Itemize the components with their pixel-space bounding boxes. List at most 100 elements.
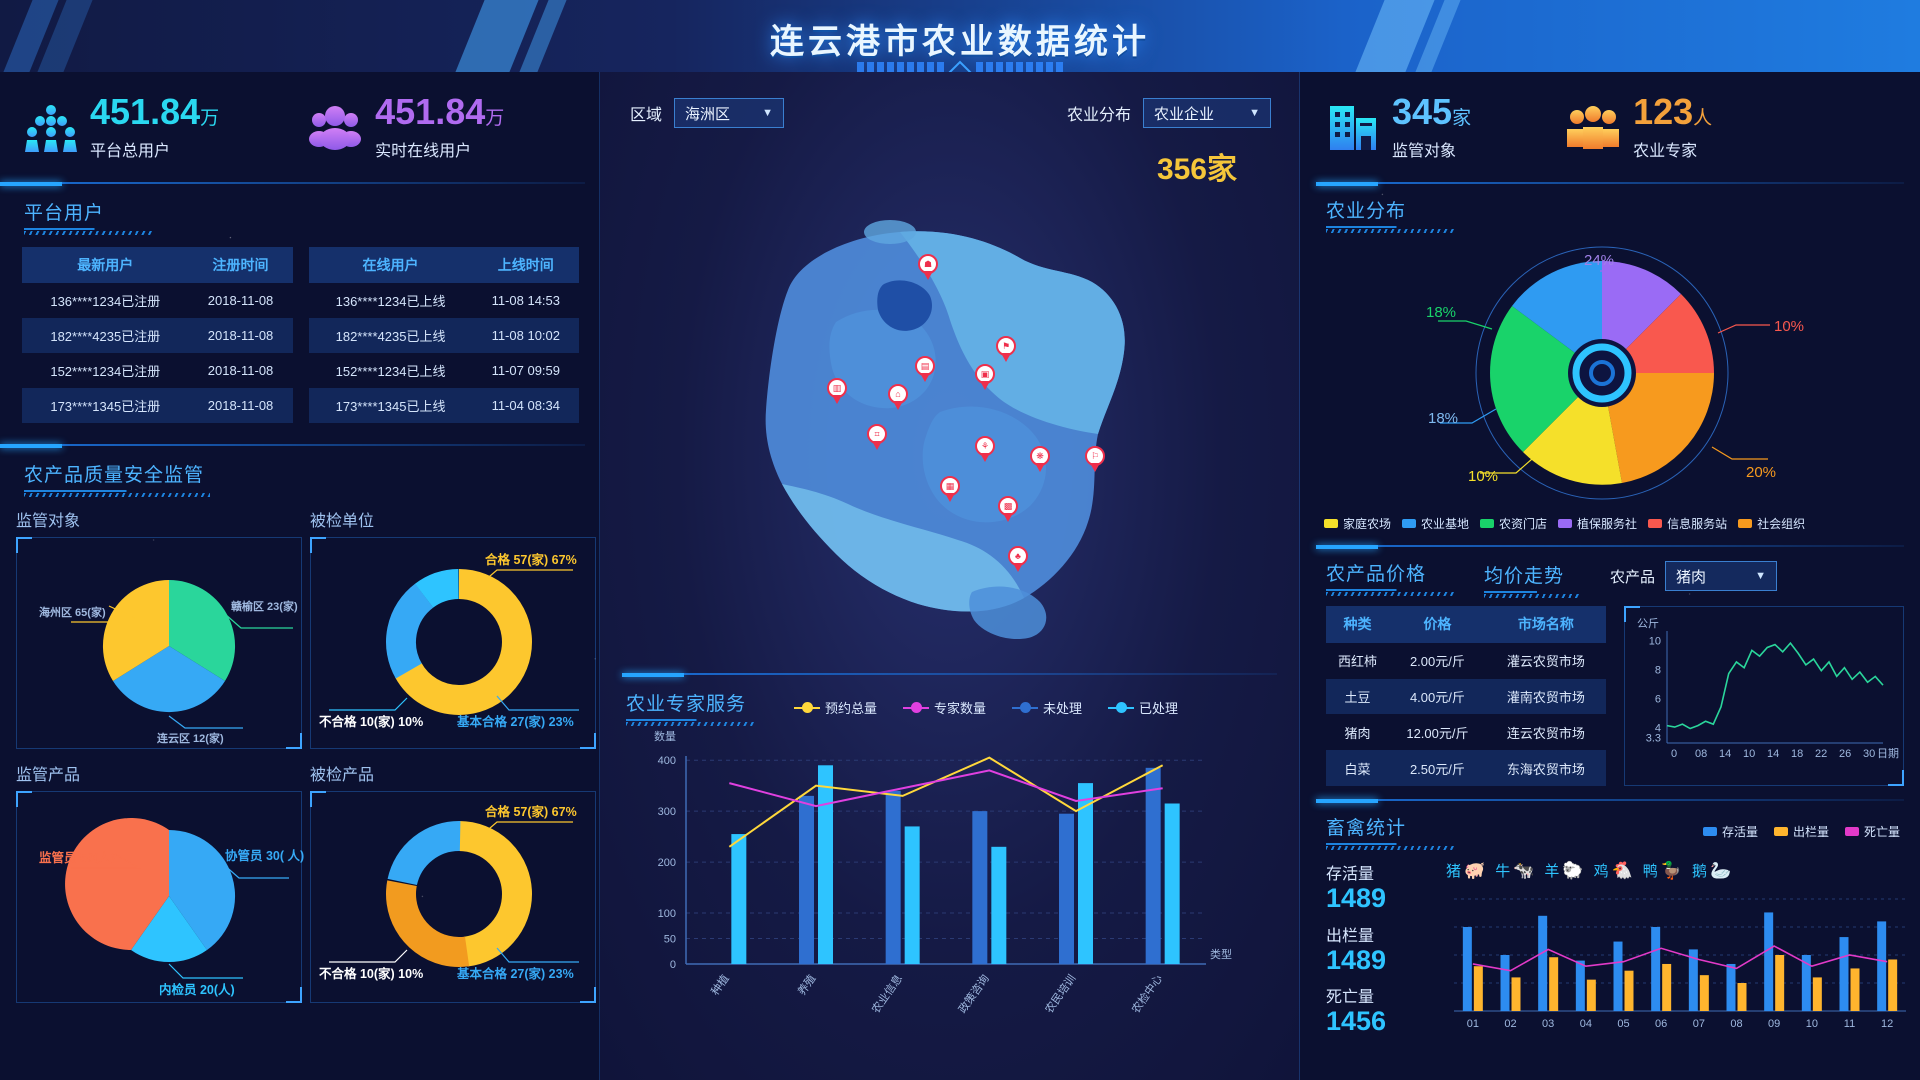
table-row: 136****1234已注册 2018-11-08 [22, 283, 293, 318]
kpi-value: 345家 [1392, 91, 1472, 132]
donut-label-1: 基本合格 27(家) 23% [456, 966, 574, 981]
map-pin-station[interactable]: ▩ [998, 496, 1018, 522]
svg-text:0: 0 [670, 959, 676, 971]
legend-item[interactable]: 已处理 [1108, 698, 1178, 717]
legend-swatch [1738, 519, 1753, 528]
sheep-icon: 🐑 [1562, 860, 1584, 880]
map-pin-factory[interactable]: ▤ [915, 356, 935, 382]
animal-item[interactable]: 鹅 🦢 [1692, 860, 1731, 881]
legend-item[interactable]: 植保服务社 [1558, 515, 1637, 532]
supervision-product-pie: 监管员 50(人) 协管员 30( 人) 内检员 20(人) [39, 818, 304, 997]
title-underline [1326, 226, 1454, 233]
price-table: 种类 价格 市场名称 西红柿 2.00元/斤 灌云农贸市场 土豆 4.00元/斤 灌南农贸市场猪… [1326, 606, 1606, 786]
pie-label-2: 内检员 20(人) [159, 982, 235, 997]
legend-item[interactable]: 预约总量 [794, 698, 877, 717]
distribution-label: 农业分布 [1066, 107, 1131, 124]
map-pin-base[interactable]: ▣ [975, 364, 995, 390]
legend-item[interactable]: 信息服务站 [1648, 515, 1727, 532]
legend-item[interactable]: 农业基地 [1402, 515, 1469, 532]
table-cell: 182****4235已注册 [22, 318, 189, 353]
chevron-down-icon: ▼ [1755, 570, 1767, 582]
svg-text:6: 6 [1655, 694, 1661, 706]
table-cell: 2018-11-08 [188, 318, 293, 353]
column-header: 价格 [1388, 606, 1486, 643]
animal-item[interactable]: 鸡 🐔 [1594, 860, 1633, 881]
legend-swatch [1558, 519, 1573, 528]
pie-label-2: 连云区 12(家) [157, 731, 224, 745]
map-pin-shop[interactable]: ⌗ [867, 424, 887, 450]
legend-item[interactable]: 家庭农场 [1324, 515, 1391, 532]
section-title-agri-dist: 农业分布 [1326, 201, 1407, 222]
map-pin-store[interactable]: ▥ [827, 378, 847, 404]
section-title-expert: 农业专家服务 [626, 694, 747, 715]
svg-text:8: 8 [1655, 665, 1661, 677]
map-pin-flag[interactable]: ⚑ [996, 336, 1016, 362]
legend-item[interactable]: 专家数量 [903, 698, 986, 717]
legend-label: 死亡量 [1863, 825, 1900, 839]
legend-label: 家庭农场 [1343, 517, 1392, 531]
pin-glyph: ⌗ [867, 424, 887, 444]
chevron-down-icon: ▼ [762, 107, 774, 119]
title-underline [626, 719, 754, 726]
chart-block-inspected-product: 被检产品 合格 57(家) 67% 基本合格 27(家) 23% 不合格 10(… [310, 761, 596, 1003]
svg-text:农业信息: 农业信息 [868, 972, 905, 1016]
pie-label-0: 监管员 50(人) [39, 850, 115, 865]
legend-item[interactable]: 存活量 [1702, 823, 1758, 840]
svg-text:30: 30 [1863, 748, 1875, 760]
pie-label-0: 海州区 65(家) [39, 605, 106, 619]
table-cell: 2018-11-08 [207, 363, 274, 378]
legend-swatch [1844, 827, 1859, 836]
building-icon [1330, 105, 1376, 150]
svg-text:06: 06 [1655, 1018, 1667, 1030]
price-trend-chart: 公斤 3.34 6 8 10 0 08 14 10 14 18 22 26 30 日期 [1637, 617, 1899, 760]
region-label: 区域 [630, 107, 663, 124]
kpi-supervised-objects: 345家 监管对象 [1328, 94, 1471, 161]
trend-product-select[interactable]: 猪肉 ▼ [1665, 561, 1778, 591]
table-cell: 连云农贸市场 [1506, 725, 1585, 741]
svg-text:01: 01 [1467, 1018, 1479, 1030]
stat-value: 1489 [1326, 883, 1387, 913]
column-header: 上线时间 [472, 247, 579, 283]
legend-item[interactable]: 社会组织 [1738, 515, 1805, 532]
legend-item[interactable]: 死亡量 [1844, 823, 1900, 840]
svg-text:农民培训: 农民培训 [1042, 972, 1079, 1016]
table-cell: 11-07 09:59 [491, 363, 560, 378]
svg-text:14: 14 [1719, 748, 1731, 760]
map-pin-farm[interactable]: ☗ [918, 254, 938, 280]
region-map[interactable]: ☗ ▤ ⌂ ▥ ▣ ⚑ ⌗ ⚘ ❋ ⚐ ▦ ▩ ♣ [600, 162, 1300, 662]
region-select[interactable]: 海洲区 ▼ [674, 98, 785, 128]
column-header: 市场名称 [1485, 606, 1606, 643]
rose-label-1: 10% [1774, 318, 1804, 335]
legend-item[interactable]: 出栏量 [1773, 823, 1829, 840]
kpi-label: 平台总用户 [90, 143, 171, 160]
section-title-price: 农产品价格 [1326, 564, 1427, 585]
map-pin-flag2[interactable]: ⚐ [1085, 446, 1105, 472]
stat-value: 1489 [1326, 944, 1387, 975]
table-cell: 152****1234已注册 [50, 364, 161, 379]
map-pin-service[interactable]: ⚘ [975, 436, 995, 462]
svg-text:50: 50 [664, 934, 676, 946]
map-pin-home[interactable]: ⌂ [888, 384, 908, 410]
svg-text:22: 22 [1815, 748, 1827, 760]
legend-swatch [1702, 827, 1717, 836]
legend-item[interactable]: 农资门店 [1480, 515, 1547, 532]
column-header: 最新用户 [22, 247, 189, 283]
kpi-value: 451.84万 [375, 91, 505, 132]
livestock-chart: 01 02 03 04 05 06 07 08 09 10 11 12 [1454, 898, 1906, 1030]
animal-item[interactable]: 牛 🐄 [1495, 860, 1534, 881]
rose-label-0: 24% [1584, 252, 1614, 269]
legend-item[interactable]: 未处理 [1012, 698, 1082, 717]
legend-label: 已处理 [1139, 701, 1179, 716]
distribution-select[interactable]: 农业企业 ▼ [1143, 98, 1271, 128]
map-pin-coop[interactable]: ♣ [1008, 546, 1028, 572]
animal-item[interactable]: 羊 🐑 [1544, 860, 1583, 881]
animal-item[interactable]: 猪 🐖 [1446, 860, 1485, 881]
map-pin-market[interactable]: ▦ [940, 476, 960, 502]
cow-icon: 🐄 [1513, 860, 1535, 880]
latest-users-table: 最新用户 注册时间 136****1234已注册 2018-11-08 182****4… [22, 247, 293, 423]
map-pin-org[interactable]: ❋ [1030, 446, 1050, 472]
rose-label-4: 18% [1428, 410, 1458, 427]
animal-item[interactable]: 鸭 🦆 [1643, 860, 1682, 881]
pie-label-1: 协管员 30( 人) [225, 848, 304, 863]
svg-text:10: 10 [1649, 636, 1661, 648]
